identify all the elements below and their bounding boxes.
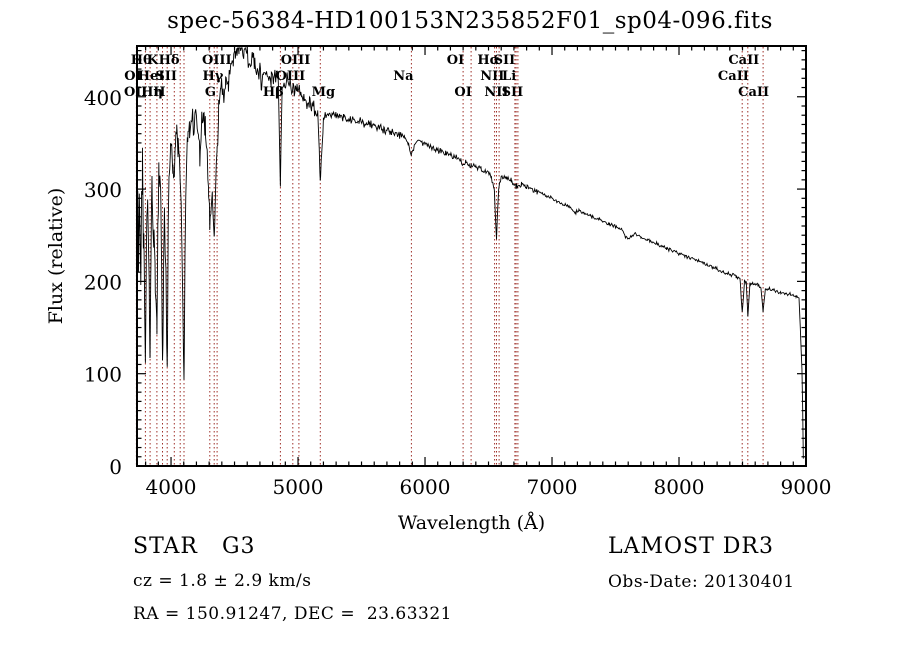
spectral-line-label: OIII [202,53,232,68]
y-tick-labels: 0 100 200 300 400 [84,86,122,479]
spectral-line-label: Hβ [263,85,284,100]
spectral-line-label: CaII [728,53,759,68]
x-tick-label: 8000 [654,475,705,499]
spectral-line-label: CaII [738,85,769,100]
spectral-line-label: Hη [141,85,163,100]
spectral-line-label: Hα [477,53,499,68]
x-tick-label: 9000 [781,475,832,499]
spectral-line-label: SII [155,69,177,84]
x-tick-label: 4000 [146,475,197,499]
y-axis-title: Flux (relative) [45,188,67,325]
spectral-line-label: H [153,85,165,100]
spectrum-trace [136,46,804,459]
spectral-line-label: OIII [281,53,311,68]
spectral-line-label: Mg [312,85,335,100]
y-tick-label: 400 [84,86,122,110]
plot-title: spec-56384-HD100153N235852F01_sp04-096.f… [167,8,773,34]
spectral-line-label: CaII [718,69,749,84]
spectral-line-label: Li [502,69,516,84]
x-tick-label: 6000 [400,475,451,499]
spectral-line-label: OI [447,53,464,68]
x-tick-labels: 4000 5000 6000 7000 8000 9000 [146,475,832,499]
x-axis-title: Wavelength (Å) [398,512,545,534]
star-class-text: STAR G3 [133,534,256,559]
plot-frame [136,45,807,467]
spectral-line-label: Hδ [159,53,180,68]
spectral-line-markers [135,47,764,465]
x-tick-label: 7000 [527,475,578,499]
spectral-line-label: G [205,85,216,100]
spectral-line-label: HeI [138,69,165,84]
spectral-line-label: K [147,53,159,68]
y-tick-label: 0 [109,455,122,479]
radec-text: RA = 150.91247, DEC = 23.63321 [133,604,452,624]
spectral-line-label: NII [484,85,508,100]
y-tick-label: 100 [84,363,122,387]
obsdate-text: Obs-Date: 20130401 [608,572,795,592]
survey-text: LAMOST DR3 [608,534,774,559]
spectral-line-label: NII [480,69,504,84]
cz-text: cz = 1.8 ± 2.9 km/s [133,571,312,591]
spectral-line-label: OIII [276,69,306,84]
x-tick-label: 5000 [273,475,324,499]
spectral-line-label: Hγ [202,69,223,84]
spectral-line-label: SII [494,53,516,68]
spectral-line-label: SII [502,85,524,100]
axis-ticks [137,46,807,467]
y-tick-label: 200 [84,270,122,294]
y-tick-label: 300 [84,178,122,202]
spectral-line-label: Na [393,69,414,84]
spectral-line-label: OI [454,85,471,100]
